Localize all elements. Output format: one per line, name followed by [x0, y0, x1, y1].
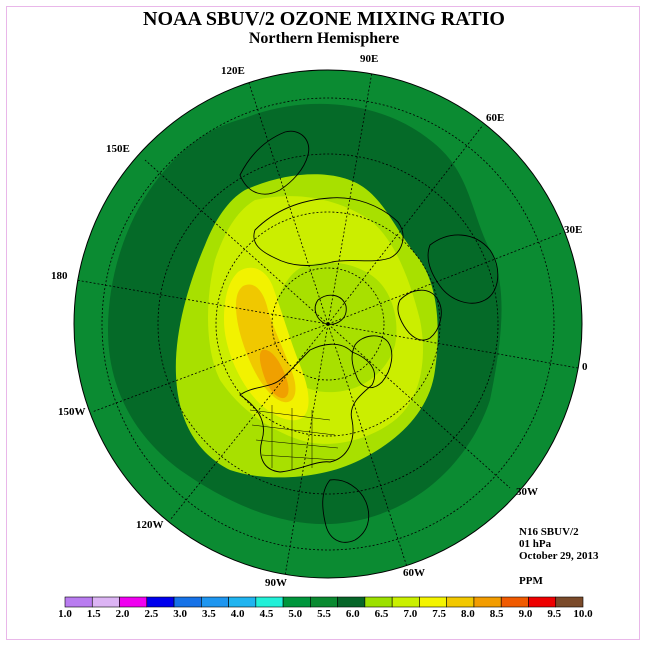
colorbar-swatch	[528, 596, 557, 608]
colorbar-tick-label: 5.0	[288, 608, 302, 620]
colorbar-swatch	[446, 596, 475, 608]
latitude-circle-70n	[271, 267, 385, 381]
colorbar-swatch	[391, 596, 420, 608]
colorbar-swatch	[228, 596, 257, 608]
lon-label-150w: 150W	[58, 406, 86, 418]
lon-label-150e: 150E	[106, 143, 130, 155]
colorbar-swatch	[91, 596, 120, 608]
meridian-180	[75, 279, 329, 325]
meridian-30e	[327, 232, 563, 325]
colorbar-swatch	[255, 596, 284, 608]
latitude-circle-50n	[215, 211, 441, 437]
colorbar: 1.0 1.5 2.0 2.5 3.0 3.5 4.0 4.5 5.0 5.5 6.0 6.5 7.0 7…	[58, 596, 593, 620]
colorbar-swatch	[500, 596, 529, 608]
lon-label-60e: 60E	[486, 112, 504, 124]
meridian-30w	[327, 323, 511, 489]
colorbar-swatch	[555, 596, 584, 608]
pressure-level-label: 01 hPa	[519, 538, 552, 550]
colorbar-swatch	[310, 596, 338, 608]
coastlines	[239, 130, 499, 543]
coastline-arctic-islands	[314, 294, 347, 325]
latitude-circle-30n	[157, 153, 499, 495]
state-line	[251, 424, 336, 436]
coastline-europe	[397, 289, 442, 341]
state-line	[261, 454, 337, 461]
date-label: October 29, 2013	[519, 550, 599, 562]
colorbar-tick-label: 3.5	[202, 608, 216, 620]
colorbar-swatch	[364, 596, 393, 608]
colorbar-tick-label: 4.0	[231, 608, 245, 620]
colorbar-tick-label: 2.5	[144, 608, 158, 620]
colorbar-tick-label: 1.5	[87, 608, 101, 620]
colorbar-tick-label: 10.0	[573, 608, 593, 620]
colorbar-swatch	[64, 596, 93, 608]
colorbar-tick-label: 4.5	[260, 608, 274, 620]
colorbar-swatch	[201, 596, 229, 608]
colorbar-swatch	[173, 596, 202, 608]
map-boundary	[73, 69, 583, 579]
meridian-60w	[327, 323, 409, 571]
meridian-150e	[144, 159, 329, 325]
meridian-150w	[91, 323, 329, 413]
map-subtitle: Northern Hemisphere	[248, 30, 400, 47]
colorbar-tick-label: 8.0	[461, 608, 475, 620]
lon-label-90w: 90W	[265, 577, 287, 589]
state-line	[249, 409, 331, 421]
coastline-north-america	[239, 343, 375, 473]
longitude-labels: 90E 120E 60E 150E 30E 180 0 150W 30W 120…	[51, 53, 588, 589]
colorbar-tick-label: 8.5	[490, 608, 504, 620]
ozone-field	[74, 70, 582, 578]
lon-label-30e: 30E	[564, 224, 582, 236]
coastline-greenland	[351, 335, 393, 389]
colorbar-swatch	[419, 596, 447, 608]
lon-label-120w: 120W	[136, 519, 164, 531]
level-8-0-8-5-region	[259, 349, 289, 399]
lon-label-90e: 90E	[360, 53, 378, 65]
colorbar-tick-label: 6.0	[346, 608, 360, 620]
colorbar-tick-label: 3.0	[173, 608, 187, 620]
meridian-90e	[327, 71, 373, 325]
lon-label-60w: 60W	[403, 567, 425, 579]
colorbar-swatch	[473, 596, 502, 608]
colorbar-swatch	[119, 596, 148, 608]
map-title: NOAA SBUV/2 OZONE MIXING RATIO	[143, 8, 505, 30]
colorbar-tick-label: 7.0	[403, 608, 417, 620]
colorbar-tick-label: 9.0	[519, 608, 533, 620]
colorbar-tick-label: 9.5	[547, 608, 561, 620]
unit-label: PPM	[519, 575, 543, 587]
lon-label-30w: 30W	[516, 486, 538, 498]
coastline-africa	[427, 234, 499, 304]
meridian-120w	[169, 323, 329, 521]
coastline-south-america	[322, 479, 370, 543]
colorbar-tick-label: 5.5	[317, 608, 331, 620]
figure-frame	[6, 6, 640, 640]
colorbar-swatch	[146, 596, 175, 608]
meridian-120e	[247, 79, 329, 325]
colorbar-swatch	[337, 596, 366, 608]
state-line	[255, 439, 339, 449]
lon-label-180: 180	[51, 270, 68, 282]
graticule	[75, 71, 579, 577]
coastline-asia-east	[239, 130, 310, 195]
instrument-label: N16 SBUV/2	[519, 526, 579, 538]
colorbar-tick-label: 2.0	[116, 608, 130, 620]
colorbar-swatch	[282, 596, 311, 608]
lon-label-120e: 120E	[221, 65, 245, 77]
meridian-90w	[284, 323, 329, 577]
us-state-grid	[249, 405, 339, 470]
colorbar-tick-label: 1.0	[58, 608, 72, 620]
colorbar-tick-label: 7.5	[432, 608, 446, 620]
colorbar-tick-label: 6.5	[375, 608, 389, 620]
lon-label-0: 0	[582, 361, 588, 373]
latitude-circle-10n	[101, 97, 555, 551]
coastline-asia-north	[253, 197, 404, 266]
